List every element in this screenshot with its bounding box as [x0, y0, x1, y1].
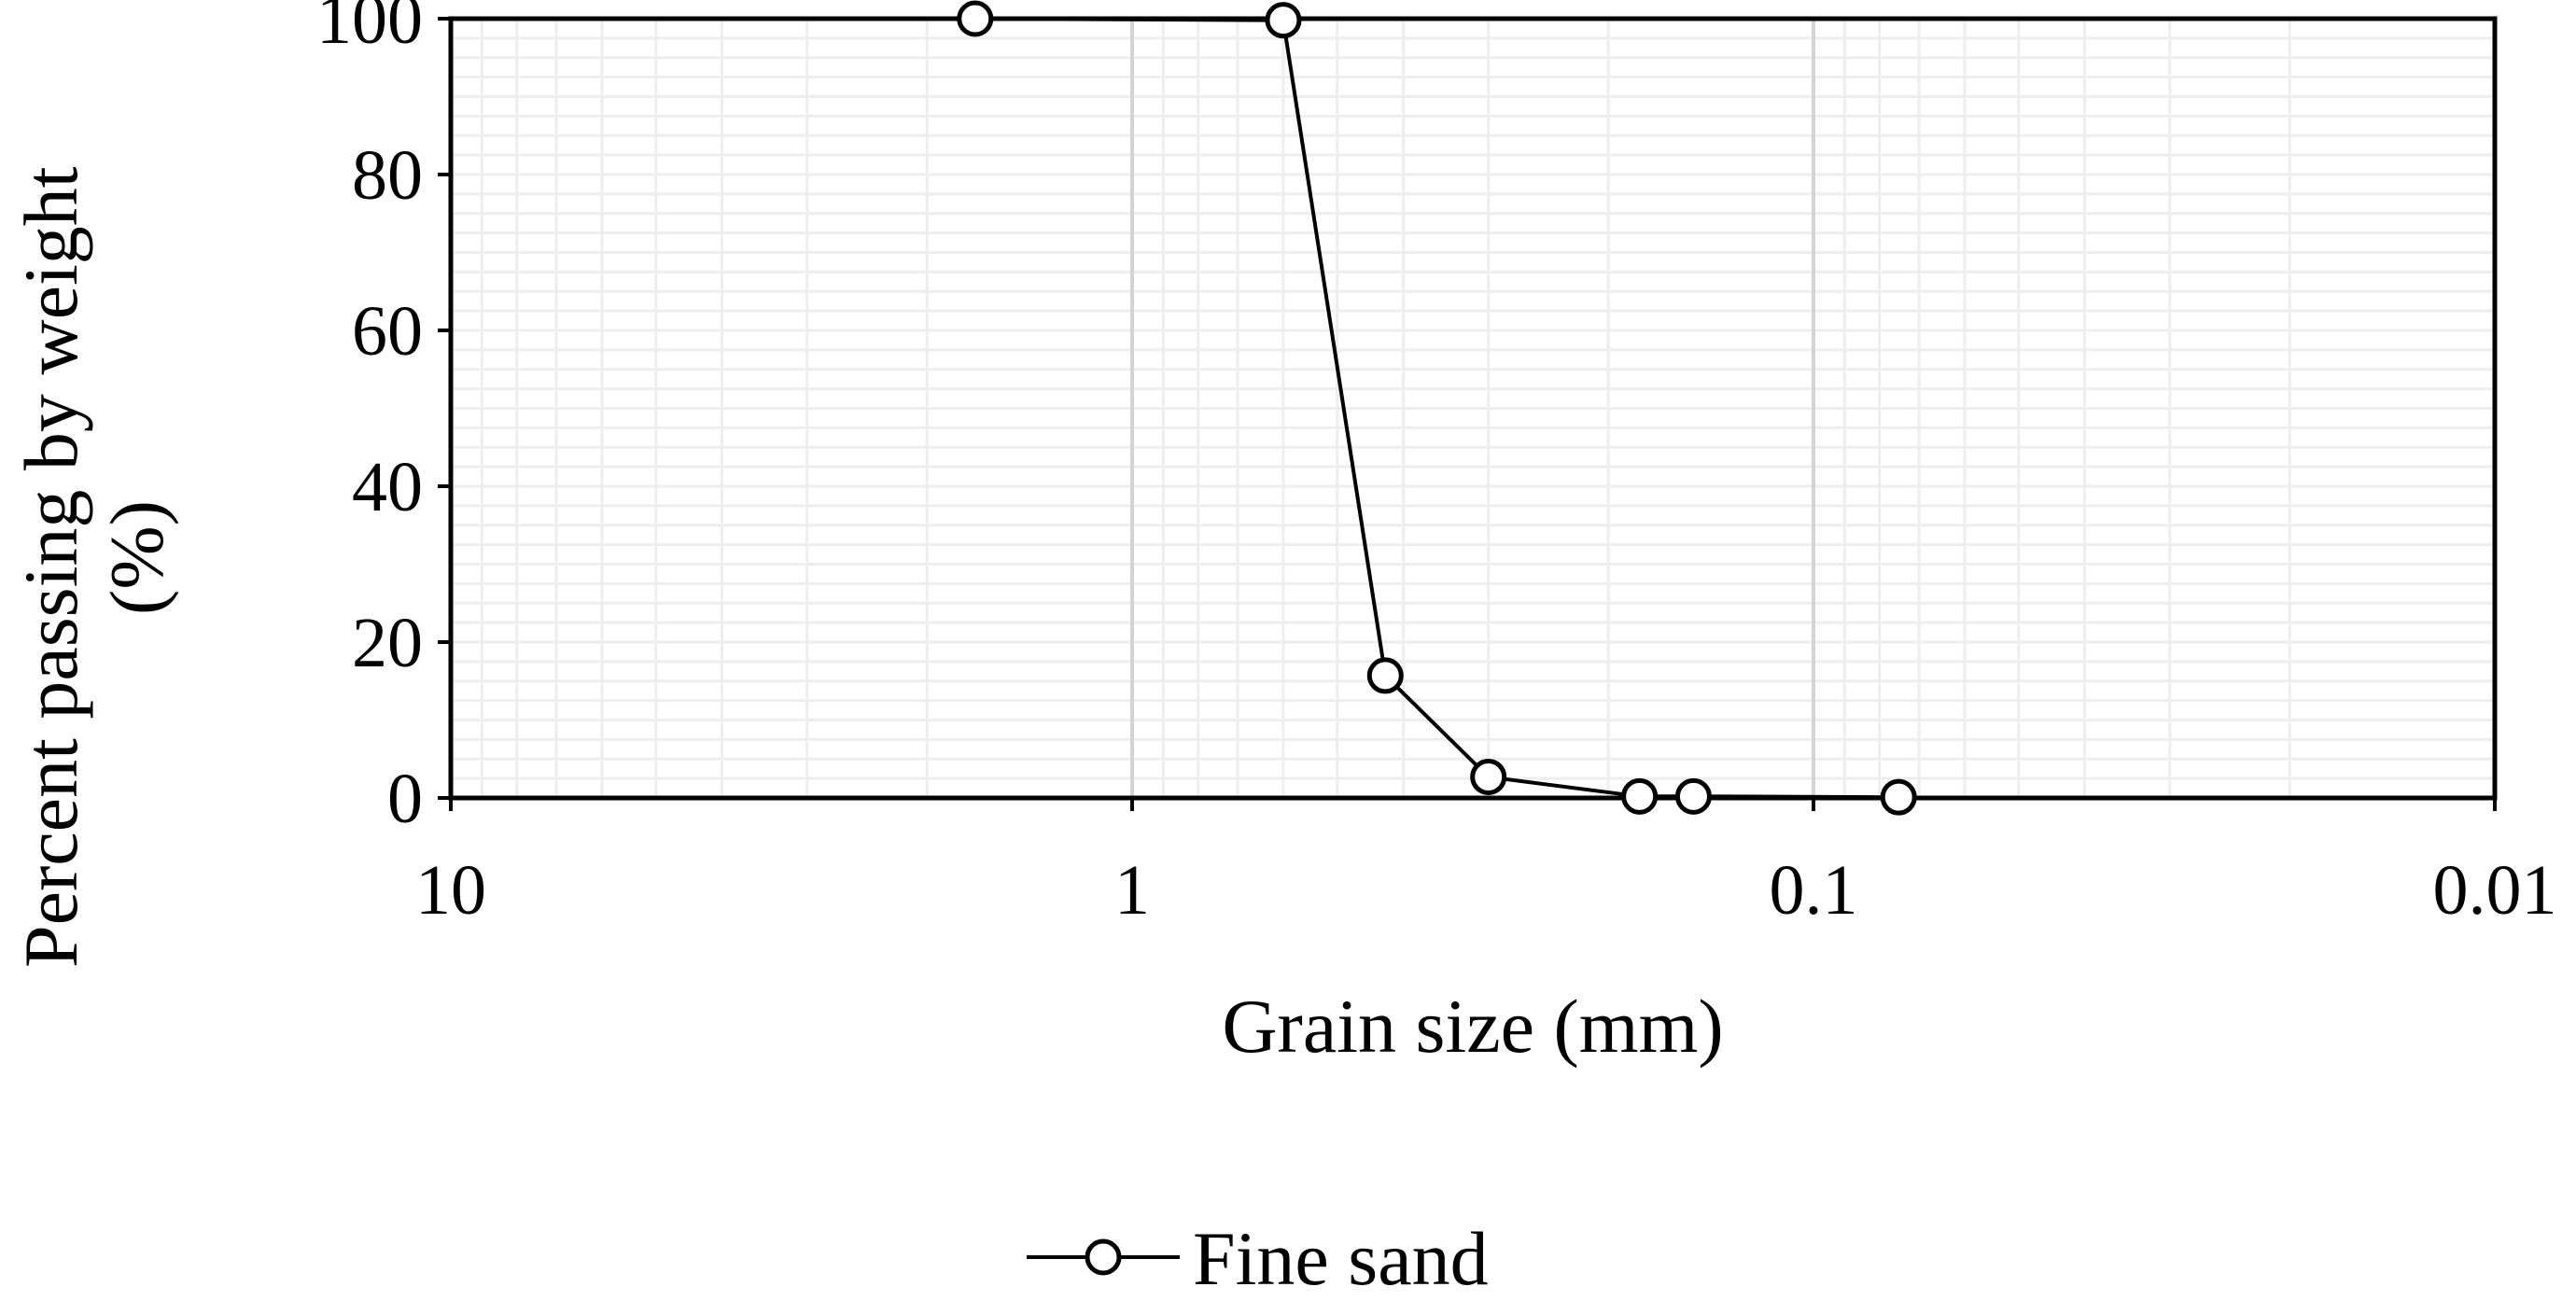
y-tick-label: 40 [352, 448, 423, 526]
y-tick-label: 20 [352, 604, 423, 682]
data-point [1880, 778, 1917, 816]
y-axis-title-line-2: (%) [94, 500, 179, 615]
data-point [1366, 657, 1404, 694]
y-tick-label: 0 [387, 760, 423, 838]
legend-marker [1085, 1238, 1122, 1276]
x-tick-label: 1 [1114, 851, 1150, 930]
data-point [1265, 2, 1302, 39]
y-tick-label: 80 [352, 136, 423, 215]
data-point [1621, 777, 1659, 815]
x-tick-label: 0.1 [1770, 851, 1858, 930]
axis-ticks: 0 20 40 60 80 100 10 1 0.1 0.01 [316, 0, 2557, 930]
grid [451, 17, 2495, 800]
y-axis-title: Percent passing by weight (%) [8, 147, 179, 968]
data-point [1674, 777, 1712, 815]
x-tick-label: 10 [415, 851, 486, 930]
legend: Fine sand [1027, 1216, 1489, 1301]
x-tick-label: 0.01 [2433, 851, 2557, 930]
legend-label: Fine sand [1193, 1216, 1489, 1301]
data-point [1470, 758, 1507, 795]
y-axis-title-line-1: Percent passing by weight [8, 166, 93, 968]
series [957, 0, 1917, 816]
x-axis-title: Grain size (mm) [1222, 984, 1723, 1069]
plot-frame [448, 16, 2498, 801]
data-point [957, 0, 994, 37]
y-tick-label: 100 [316, 0, 423, 59]
y-tick-label: 60 [352, 292, 423, 371]
